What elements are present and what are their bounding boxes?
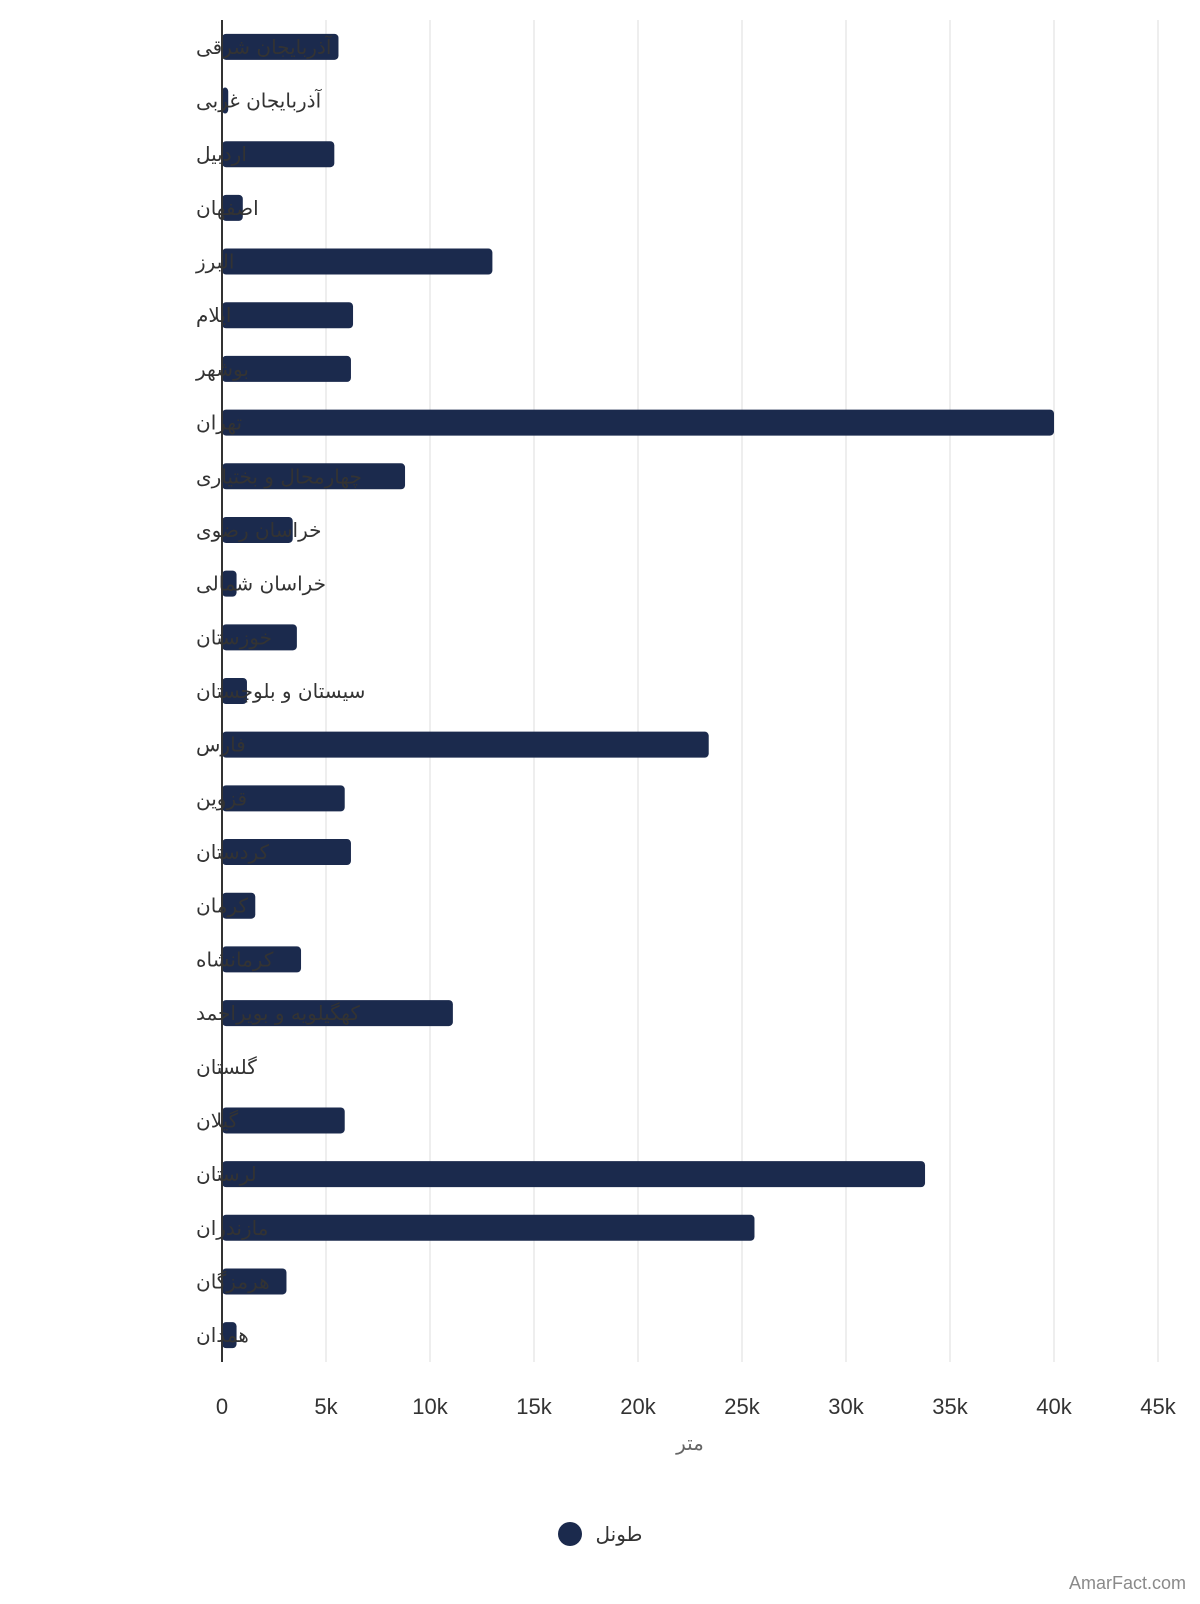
y-category-label: آذربایجان غربی (196, 88, 323, 113)
y-category-label: مازندران (196, 1216, 268, 1240)
bar (222, 141, 335, 168)
y-category-label: خراسان رضوی (196, 518, 321, 542)
bar (222, 1000, 453, 1027)
x-tick-label: 15k (516, 1394, 552, 1419)
x-axis-title: متر (675, 1431, 704, 1455)
bar (222, 516, 293, 543)
y-category-label: گلستان (196, 1055, 257, 1079)
x-tick-label: 0 (216, 1394, 228, 1419)
bar (222, 355, 351, 382)
x-tick-label: 20k (620, 1394, 656, 1419)
y-category-label: هرمزگان (196, 1269, 270, 1293)
x-tick-label: 10k (412, 1394, 448, 1419)
x-tick-label: 35k (932, 1394, 968, 1419)
y-category-label: تهران (196, 411, 242, 435)
x-tick-label: 40k (1036, 1394, 1072, 1419)
bar (222, 624, 297, 651)
bar (222, 1322, 237, 1349)
bar (222, 409, 1054, 436)
bar (222, 87, 229, 114)
y-category-label: آذربایجان شرقی (196, 34, 333, 59)
bar (222, 33, 339, 60)
bar (222, 248, 493, 275)
bar (222, 731, 709, 758)
y-category-label: البرز (195, 250, 234, 274)
bar (222, 194, 243, 221)
y-category-label: ایلام (196, 303, 231, 327)
y-category-label: لرستان (196, 1162, 257, 1186)
bar (222, 1161, 926, 1188)
y-category-label: فارس (196, 733, 246, 757)
bar (222, 570, 237, 597)
watermark: AmarFact.com (1068, 1573, 1186, 1593)
x-tick-label: 25k (724, 1394, 760, 1419)
bar (222, 839, 351, 866)
x-tick-label: 45k (1140, 1394, 1176, 1419)
y-category-label: خوزستان (196, 625, 272, 649)
bar (222, 463, 406, 490)
legend[interactable]: طونل (0, 1522, 1200, 1546)
bar (222, 946, 302, 973)
y-category-label: کرمانشاه (196, 947, 274, 971)
y-category-label: چهارمحال و بختیاری (196, 464, 362, 488)
bar (222, 1214, 755, 1241)
x-tick-label: 30k (828, 1394, 864, 1419)
bar (222, 1268, 287, 1295)
x-tick-label: 5k (314, 1394, 338, 1419)
y-category-label: کهگیلویه و بویراحمد (196, 1001, 360, 1025)
bar (222, 785, 345, 812)
bar (222, 1107, 345, 1134)
y-category-label: گیلان (196, 1108, 239, 1132)
y-category-label: اصفهان (196, 196, 259, 220)
y-category-label: کردستان (196, 840, 270, 864)
y-category-label: خراسان شمالی (196, 572, 326, 596)
bar (222, 892, 256, 919)
bar (222, 302, 354, 329)
legend-label[interactable]: طونل (595, 1522, 643, 1546)
bar (222, 678, 247, 704)
legend-marker[interactable] (557, 1522, 582, 1546)
y-category-label: سیستان و بلوچستان (196, 679, 365, 703)
